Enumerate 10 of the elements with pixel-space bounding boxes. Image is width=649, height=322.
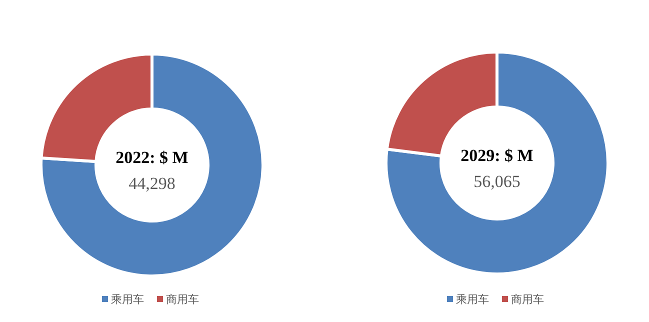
legend-label: 乘用车: [111, 293, 144, 306]
legend-label: 乘用车: [456, 293, 489, 306]
legend-label: 商用车: [511, 293, 544, 306]
text: 2022: $ M: [116, 148, 188, 167]
legend-label: 商用车: [166, 293, 199, 306]
text: 44,298: [128, 174, 176, 193]
text: 56,065: [474, 172, 520, 191]
text: 2029: $ M: [460, 146, 534, 165]
donut-slice: [384, 50, 610, 276]
donut-slice: [40, 52, 264, 278]
